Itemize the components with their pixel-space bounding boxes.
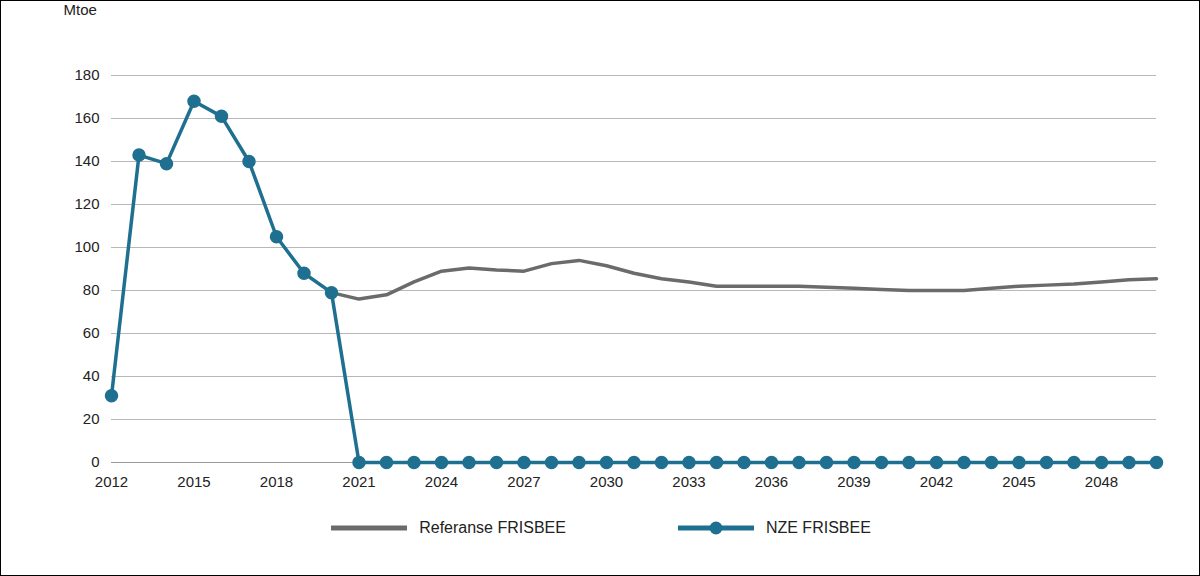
svg-text:60: 60 bbox=[83, 324, 100, 341]
svg-text:140: 140 bbox=[74, 152, 99, 169]
svg-text:80: 80 bbox=[83, 281, 100, 298]
svg-text:2030: 2030 bbox=[590, 473, 623, 490]
svg-text:2045: 2045 bbox=[1002, 473, 1035, 490]
svg-text:20: 20 bbox=[83, 410, 100, 427]
svg-text:2024: 2024 bbox=[425, 473, 458, 490]
svg-text:180: 180 bbox=[74, 66, 99, 83]
svg-text:2036: 2036 bbox=[755, 473, 788, 490]
svg-text:2048: 2048 bbox=[1085, 473, 1118, 490]
svg-text:2027: 2027 bbox=[507, 473, 540, 490]
html-text:Referanse FRISBEE: Referanse FRISBEE bbox=[419, 519, 566, 536]
svg-text:2021: 2021 bbox=[342, 473, 375, 490]
svg-text:Mtoe: Mtoe bbox=[64, 1, 97, 18]
svg-text:2012: 2012 bbox=[95, 473, 128, 490]
svg-text:2039: 2039 bbox=[837, 473, 870, 490]
svg-text:2042: 2042 bbox=[920, 473, 953, 490]
svg-text:2018: 2018 bbox=[260, 473, 293, 490]
svg-text:100: 100 bbox=[74, 238, 99, 255]
svg-text:40: 40 bbox=[83, 367, 100, 384]
svg-text:160: 160 bbox=[74, 109, 99, 126]
svg-text:120: 120 bbox=[74, 195, 99, 212]
svg-text:2015: 2015 bbox=[177, 473, 210, 490]
html-text:NZE FRISBEE: NZE FRISBEE bbox=[765, 519, 871, 536]
svg-text:0: 0 bbox=[91, 453, 99, 470]
svg-text:2033: 2033 bbox=[672, 473, 705, 490]
